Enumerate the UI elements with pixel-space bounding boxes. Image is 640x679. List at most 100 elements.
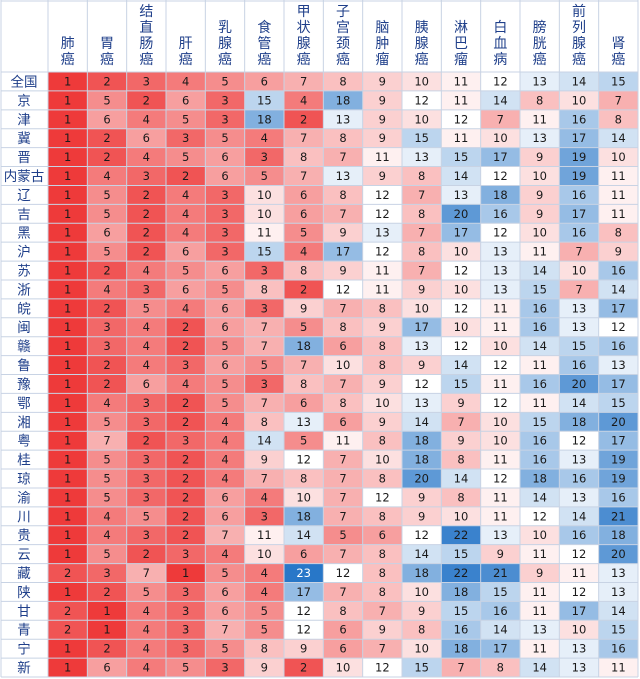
heat-cell: [126, 317, 166, 337]
cell-value: 3: [261, 264, 268, 278]
cell-value: 11: [532, 112, 547, 126]
cell-value: 12: [296, 623, 311, 637]
heat-cell: [559, 431, 599, 451]
cell-value: 2: [103, 150, 110, 164]
cell-value: 2: [182, 471, 189, 485]
cell-value: 7: [300, 358, 307, 372]
cell-value: 18: [336, 93, 351, 107]
heat-cell: [402, 185, 442, 205]
cell-value: 5: [339, 528, 346, 542]
heat-cell: [126, 242, 166, 262]
heat-cell: [598, 412, 638, 432]
heat-cell: [284, 469, 324, 488]
heat-cell: [559, 147, 599, 167]
cell-value: 13: [336, 169, 351, 183]
cell-value: 3: [143, 169, 150, 183]
cell-value: 18: [414, 566, 429, 580]
row-label: 川: [17, 509, 31, 525]
cell-value: 3: [182, 547, 189, 561]
cell-value: 7: [261, 320, 268, 334]
heat-cell: [205, 355, 245, 375]
cell-value: 1: [64, 547, 71, 561]
cell-value: 3: [143, 282, 150, 296]
cell-value: 3: [221, 661, 228, 675]
heat-cell: [323, 601, 363, 621]
row-label: 琼: [17, 471, 31, 487]
heat-cell: [362, 450, 402, 470]
cell-value: 9: [379, 169, 386, 183]
heat-cell: [441, 355, 481, 375]
row-label: 沪: [17, 245, 31, 261]
cell-value: 17: [572, 207, 587, 221]
cell-value: 8: [497, 661, 504, 675]
cell-value: 2: [143, 547, 150, 561]
heat-cell: [205, 147, 245, 167]
cell-value: 4: [182, 188, 189, 202]
heat-cell: [205, 374, 245, 394]
cell-value: 2: [182, 320, 189, 334]
heat-cell: [244, 431, 284, 451]
heat-cell: [166, 450, 206, 470]
heat-cell: [205, 317, 245, 337]
cell-value: 18: [296, 509, 311, 523]
cell-value: 9: [418, 604, 425, 618]
heat-cell: [323, 298, 363, 318]
heat-cell: [284, 412, 324, 432]
cell-value: 4: [182, 226, 189, 240]
cell-value: 3: [182, 358, 189, 372]
heat-cell: [402, 166, 442, 186]
cell-value: 1: [64, 471, 71, 485]
cell-value: 6: [339, 339, 346, 353]
column-header: 胰腺癌: [415, 20, 429, 68]
cell-value: 1: [64, 226, 71, 240]
column-header: 膀胱癌: [533, 19, 547, 68]
cell-value: 16: [572, 471, 587, 485]
cell-value: 8: [300, 150, 307, 164]
heat-cell: [126, 128, 166, 148]
cell-value: 12: [454, 112, 469, 126]
heat-cell: [323, 166, 363, 186]
cell-value: 10: [572, 264, 587, 278]
heat-cell: [284, 563, 324, 583]
heat-cell: [48, 242, 88, 262]
cell-value: 6: [143, 131, 150, 145]
heat-cell: [284, 204, 324, 224]
cell-value: 13: [493, 282, 508, 296]
row-label: 闽: [17, 320, 31, 336]
heat-cell: [598, 166, 638, 186]
heat-cell: [126, 109, 166, 129]
cell-value: 2: [182, 509, 189, 523]
cell-value: 8: [339, 320, 346, 334]
cell-value: 18: [454, 585, 469, 599]
cell-value: 7: [339, 207, 346, 221]
cell-value: 12: [493, 226, 508, 240]
heat-cell: [48, 431, 88, 451]
cell-value: 9: [379, 112, 386, 126]
heat-cell: [87, 450, 127, 470]
cell-value: 15: [414, 131, 429, 145]
cell-value: 14: [532, 264, 547, 278]
cell-value: 6: [339, 642, 346, 656]
heat-cell: [598, 72, 638, 91]
cell-value: 13: [572, 320, 587, 334]
cell-value: 17: [414, 320, 429, 334]
cell-value: 16: [454, 623, 469, 637]
heat-cell: [362, 128, 402, 148]
cell-value: 2: [182, 396, 189, 410]
cell-value: 3: [143, 415, 150, 429]
heat-cell: [87, 279, 127, 299]
heat-cell: [520, 563, 560, 583]
heat-cell: [441, 393, 481, 413]
cell-value: 2: [64, 566, 71, 580]
heat-cell: [87, 582, 127, 602]
heat-cell: [87, 393, 127, 413]
heat-cell: [362, 487, 402, 507]
cell-value: 10: [257, 547, 272, 561]
cell-value: 11: [493, 453, 508, 467]
heat-cell: [480, 431, 520, 451]
row-label: 皖: [17, 301, 31, 317]
heat-cell: [520, 185, 560, 205]
cell-value: 16: [572, 358, 587, 372]
cell-value: 7: [497, 112, 504, 126]
cell-value: 5: [103, 547, 110, 561]
